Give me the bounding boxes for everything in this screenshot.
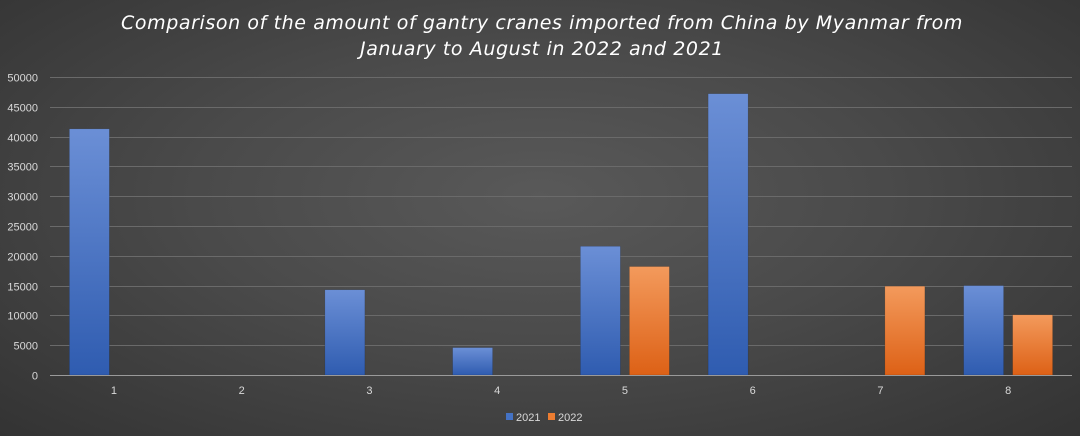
y-tick-label: 45000 [7, 103, 38, 115]
chart-title-line-1: Comparison of the amount of gantry crane… [121, 12, 963, 34]
y-tick-label: 50000 [7, 73, 38, 85]
bar-2021-4 [452, 347, 493, 376]
y-tick-label: 30000 [7, 192, 38, 204]
y-axis-ticks: 0 5000 10000 15000 20000 25000 30000 35000 40000… [7, 73, 38, 383]
legend-label-2022: 2022 [558, 412, 582, 424]
y-tick-label: 5000 [14, 341, 38, 353]
bar-2022-7 [884, 285, 926, 376]
x-tick-label: 3 [366, 385, 372, 397]
x-tick-label: 2 [239, 385, 245, 397]
x-axis-ticks: 1 2 3 4 5 6 7 8 [111, 385, 1011, 397]
legend: 2021 2022 [506, 412, 582, 424]
bar-2021-8 [963, 285, 1004, 376]
y-tick-label: 15000 [7, 282, 38, 294]
chart-title-line-2: January to August in 2022 and 2021 [356, 38, 724, 60]
y-tick-label: 10000 [7, 311, 38, 323]
y-tick-label: 40000 [7, 133, 38, 145]
bar-2021-3 [324, 289, 366, 376]
y-tick-label: 20000 [7, 252, 38, 264]
bar-2022-8 [1012, 314, 1053, 376]
x-tick-label: 8 [1005, 385, 1011, 397]
bars [69, 93, 1053, 376]
bar-2021-6 [707, 93, 749, 376]
y-tick-label: 0 [32, 371, 38, 383]
x-tick-label: 6 [750, 385, 756, 397]
legend-label-2021: 2021 [516, 412, 540, 424]
legend-swatch-2021 [506, 413, 513, 420]
bar-2022-5 [629, 266, 670, 376]
bar-2021-1 [69, 128, 110, 376]
x-tick-label: 5 [622, 385, 628, 397]
x-tick-label: 4 [494, 385, 500, 397]
y-tick-label: 35000 [7, 162, 38, 174]
y-tick-label: 25000 [7, 222, 38, 234]
x-tick-label: 7 [877, 385, 883, 397]
legend-swatch-2022 [548, 413, 555, 420]
gridlines [50, 77, 1072, 346]
x-tick-label: 1 [111, 385, 117, 397]
bar-2021-5 [580, 246, 621, 376]
